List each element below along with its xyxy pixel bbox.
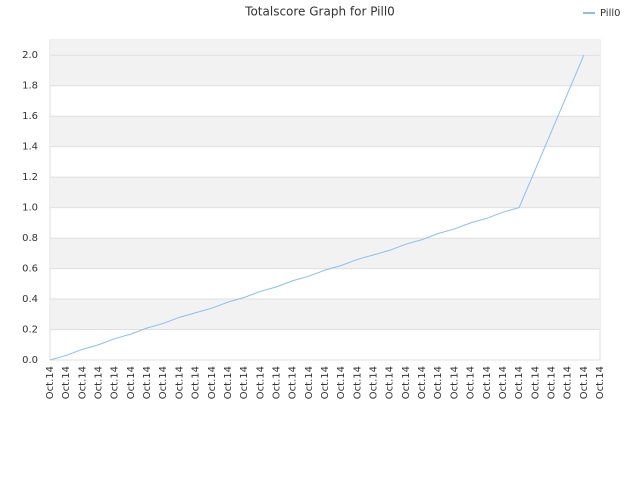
x-tick-label: Oct.14: [94, 366, 105, 399]
grid-band: [50, 40, 600, 56]
grid-band: [50, 116, 600, 147]
series-line: [49, 55, 585, 361]
x-tick-label: Oct.14: [482, 366, 493, 399]
y-tick-label: 2.0: [22, 50, 38, 61]
x-tick-label: Oct.14: [110, 366, 121, 399]
y-tick-label: 0.0: [22, 355, 38, 366]
x-tick-label: Oct.14: [207, 366, 218, 399]
x-tick-label: Oct.14: [498, 366, 509, 399]
x-tick-label: Oct.14: [433, 366, 444, 399]
grid-band: [50, 55, 600, 86]
grid-band: [50, 299, 600, 330]
x-tick-label: Oct.14: [595, 366, 606, 399]
x-tick-label: Oct.14: [142, 366, 153, 399]
x-tick-label: Oct.14: [77, 366, 88, 399]
x-tick-label: Oct.14: [223, 366, 234, 399]
x-tick-label: Oct.14: [579, 366, 590, 399]
y-tick-label: 1.2: [22, 172, 38, 183]
x-tick-label: Oct.14: [530, 366, 541, 399]
x-tick-label: Oct.14: [61, 366, 72, 399]
x-tick-label: Oct.14: [304, 366, 315, 399]
x-tick-label: Oct.14: [191, 366, 202, 399]
y-tick-label: 0.4: [22, 294, 38, 305]
x-tick-label: Oct.14: [271, 366, 282, 399]
x-tick-label: Oct.14: [239, 366, 250, 399]
x-tick-label: Oct.14: [385, 366, 396, 399]
x-tick-label: Oct.14: [466, 366, 477, 399]
y-tick-label: 0.2: [22, 325, 38, 336]
y-tick-label: 1.0: [22, 203, 38, 214]
x-tick-label: Oct.14: [514, 366, 525, 399]
x-tick-label: Oct.14: [255, 366, 266, 399]
chart-title: Totalscore Graph for Pill0: [244, 5, 395, 19]
x-tick-label: Oct.14: [320, 366, 331, 399]
x-tick-label: Oct.14: [563, 366, 574, 399]
y-tick-label: 1.8: [22, 81, 38, 92]
y-tick-label: 1.6: [22, 111, 38, 122]
x-tick-label: Oct.14: [126, 366, 137, 399]
x-tick-label: Oct.14: [352, 366, 363, 399]
legend-label: Pill0: [600, 8, 621, 19]
x-tick-label: Oct.14: [174, 366, 185, 399]
x-tick-label: Oct.14: [417, 366, 428, 399]
x-tick-label: Oct.14: [45, 366, 56, 399]
x-tick-label: Oct.14: [369, 366, 380, 399]
y-tick-label: 0.6: [22, 264, 38, 275]
y-tick-label: 0.8: [22, 233, 38, 244]
grid-band: [50, 238, 600, 269]
x-tick-label: Oct.14: [158, 366, 169, 399]
x-tick-label: Oct.14: [401, 366, 412, 399]
x-tick-label: Oct.14: [288, 366, 299, 399]
x-tick-label: Oct.14: [546, 366, 557, 399]
y-tick-label: 1.4: [22, 142, 38, 153]
x-tick-label: Oct.14: [449, 366, 460, 399]
grid-band: [50, 177, 600, 208]
x-tick-label: Oct.14: [336, 366, 347, 399]
